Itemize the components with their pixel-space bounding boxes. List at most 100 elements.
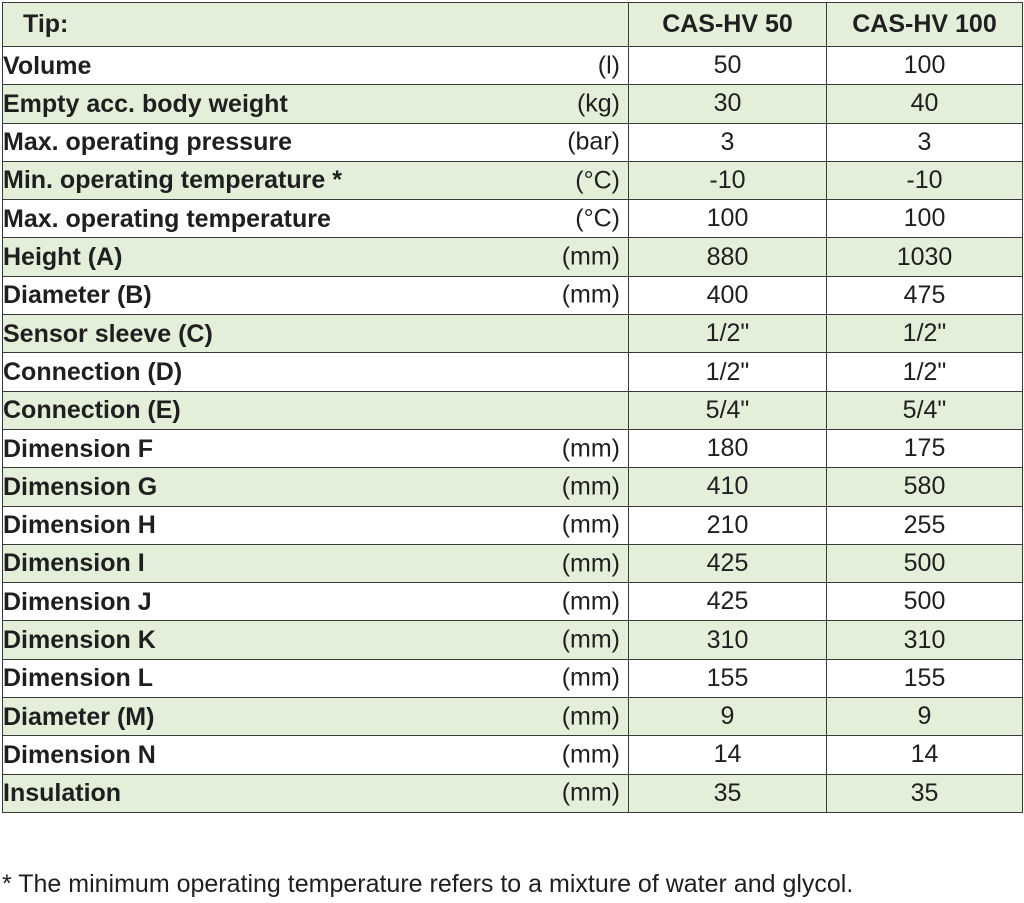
row-label-cell: Dimension N (mm) [2, 735, 629, 775]
header-model-cas-hv-50: CAS-HV 50 [628, 2, 827, 47]
row-label-cell: Empty acc. body weight (kg) [2, 84, 629, 124]
row-label-cell: Dimension I (mm) [2, 543, 629, 584]
row-unit: (l) [597, 51, 620, 80]
value-cas-hv-50: 425 [628, 543, 827, 584]
value-cas-hv-50: 9 [628, 697, 827, 737]
value-cas-hv-100: 100 [826, 199, 1023, 239]
value-cas-hv-100: 500 [826, 582, 1023, 622]
value-cas-hv-100: 35 [826, 773, 1023, 813]
value-cas-hv-50: 210 [628, 505, 827, 545]
row-unit: (mm) [561, 549, 620, 577]
value-cas-hv-50: 14 [628, 735, 827, 775]
value-cas-hv-50: 5/4" [628, 390, 827, 430]
value-cas-hv-100: 310 [826, 620, 1023, 660]
row-label: Connection (D) [3, 357, 183, 386]
row-label-cell: Dimension F (mm) [2, 428, 629, 469]
row-label: Connection (E) [3, 396, 181, 425]
table-row: Volume (l) 50 100 [2, 45, 1023, 86]
row-label: Height (A) [3, 243, 123, 272]
value-cas-hv-50: 880 [628, 237, 827, 277]
value-cas-hv-50: 180 [628, 428, 827, 469]
row-label: Diameter (B) [3, 281, 152, 310]
table-row: Max. operating pressure (bar) 3 3 [2, 122, 1023, 162]
table-row: Height (A) (mm) 880 1030 [2, 237, 1023, 277]
row-label: Max. operating temperature [3, 204, 331, 233]
row-unit: (°C) [575, 166, 620, 195]
value-cas-hv-50: 100 [628, 199, 827, 239]
row-unit: (mm) [561, 740, 620, 769]
value-cas-hv-50: 425 [628, 582, 827, 622]
value-cas-hv-100: 500 [826, 543, 1023, 584]
row-label-cell: Dimension H (mm) [2, 505, 629, 545]
row-label-cell: Dimension K (mm) [2, 620, 629, 660]
row-label: Dimension F [3, 434, 154, 463]
row-unit: (mm) [561, 434, 620, 463]
table-row: Dimension K (mm) 310 310 [2, 620, 1023, 660]
table-row: Insulation (mm) 35 35 [2, 773, 1023, 813]
value-cas-hv-100: 100 [826, 45, 1023, 86]
table-row: Connection (E) 5/4" 5/4" [2, 390, 1023, 430]
table-row: Dimension J (mm) 425 500 [2, 582, 1023, 622]
row-unit: (bar) [567, 127, 620, 156]
row-label: Dimension I [3, 549, 145, 578]
row-label-cell: Dimension J (mm) [2, 582, 629, 622]
row-label: Sensor sleeve (C) [3, 319, 213, 348]
value-cas-hv-100: 40 [826, 84, 1023, 124]
value-cas-hv-50: 400 [628, 275, 827, 316]
row-label: Volume [3, 51, 92, 80]
row-unit: (mm) [561, 587, 620, 616]
value-cas-hv-50: 3 [628, 122, 827, 162]
value-cas-hv-100: 1030 [826, 237, 1023, 277]
value-cas-hv-50: 30 [628, 84, 827, 124]
table-row: Dimension I (mm) 425 500 [2, 543, 1023, 584]
value-cas-hv-50: 155 [628, 658, 827, 699]
value-cas-hv-100: 1/2" [826, 314, 1023, 354]
table-row: Max. operating temperature (°C) 100 100 [2, 199, 1023, 239]
row-label: Max. operating pressure [3, 128, 292, 157]
value-cas-hv-50: 1/2" [628, 314, 827, 354]
table-row: Diameter (M) (mm) 9 9 [2, 697, 1023, 737]
table-row: Dimension H (mm) 210 255 [2, 505, 1023, 545]
row-label-cell: Connection (D) [2, 352, 629, 392]
row-label: Insulation [3, 779, 122, 808]
table-row: Min. operating temperature * (°C) -10 -10 [2, 160, 1023, 201]
table-row: Diameter (B) (mm) 400 475 [2, 275, 1023, 316]
value-cas-hv-100: 9 [826, 697, 1023, 737]
value-cas-hv-50: 410 [628, 467, 827, 507]
row-label-cell: Sensor sleeve (C) [2, 314, 629, 354]
row-unit: (kg) [576, 89, 620, 118]
table-row: Connection (D) 1/2" 1/2" [2, 352, 1023, 392]
row-label-cell: Dimension L (mm) [2, 658, 629, 699]
row-unit: (mm) [561, 778, 620, 807]
row-unit: (mm) [561, 510, 620, 539]
spec-table-body: Volume (l) 50 100 Empty acc. body weight (kg)… [2, 45, 1023, 813]
row-unit: (mm) [561, 472, 620, 501]
row-label-cell: Max. operating temperature (°C) [2, 199, 629, 239]
row-label: Min. operating temperature * [3, 166, 342, 195]
row-unit: (°C) [575, 204, 620, 233]
row-unit: (mm) [561, 242, 620, 271]
value-cas-hv-100: 580 [826, 467, 1023, 507]
row-label-cell: Min. operating temperature * (°C) [2, 160, 629, 201]
spec-table: Tip: CAS-HV 50 CAS-HV 100 Volume (l) 50 100… [2, 2, 1023, 813]
row-label: Empty acc. body weight [3, 89, 288, 118]
row-label-cell: Max. operating pressure (bar) [2, 122, 629, 162]
row-unit: (mm) [561, 625, 620, 654]
table-header-row: Tip: CAS-HV 50 CAS-HV 100 [2, 2, 1023, 47]
header-label: Tip: [2, 2, 629, 47]
table-row: Dimension L (mm) 155 155 [2, 658, 1023, 699]
value-cas-hv-100: 3 [826, 122, 1023, 162]
footnote: * The minimum operating temperature refe… [2, 870, 854, 898]
value-cas-hv-50: 35 [628, 773, 827, 813]
table-row: Sensor sleeve (C) 1/2" 1/2" [2, 314, 1023, 354]
table-row: Dimension F (mm) 180 175 [2, 428, 1023, 469]
value-cas-hv-100: 5/4" [826, 390, 1023, 430]
value-cas-hv-100: 175 [826, 428, 1023, 469]
row-label-cell: Connection (E) [2, 390, 629, 430]
row-label-cell: Volume (l) [2, 45, 629, 86]
value-cas-hv-100: -10 [826, 160, 1023, 201]
row-label: Dimension H [3, 511, 156, 540]
value-cas-hv-100: 475 [826, 275, 1023, 316]
row-label: Dimension G [3, 472, 158, 501]
row-label: Dimension J [3, 587, 152, 616]
